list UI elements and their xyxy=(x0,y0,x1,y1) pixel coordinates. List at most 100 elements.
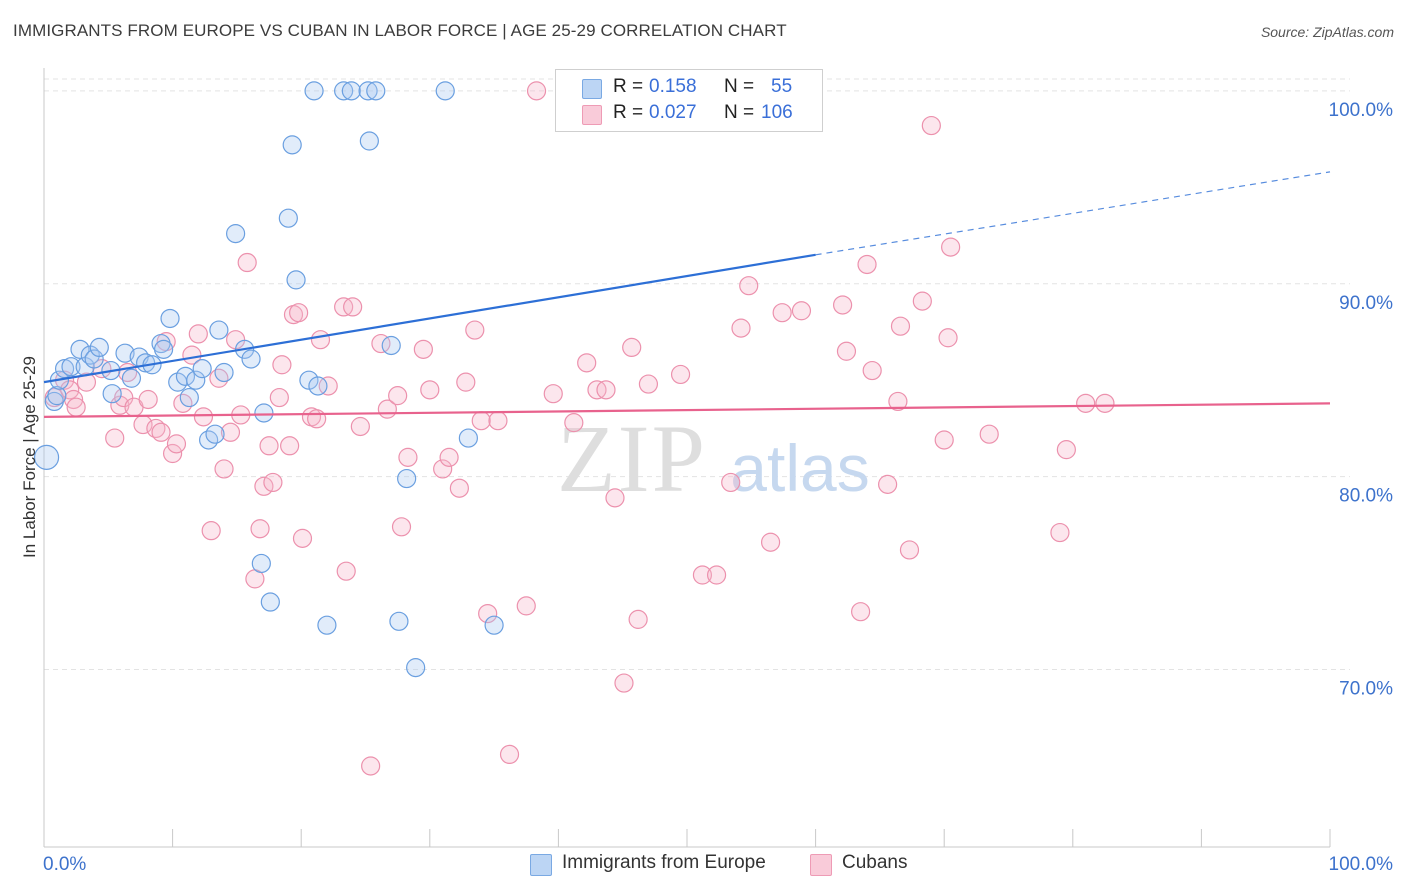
cuban-point xyxy=(878,474,898,494)
cuban-point xyxy=(433,459,453,479)
cuban-point xyxy=(361,756,381,776)
cuban-point xyxy=(182,345,202,365)
cuban-point xyxy=(471,411,491,431)
y-tick-label: 90.0% xyxy=(1339,293,1393,314)
x-tick-label: 100.0% xyxy=(1329,854,1394,875)
cuban-point xyxy=(833,295,853,315)
cuban-point xyxy=(938,328,958,348)
cuban-point xyxy=(201,521,221,541)
cuban-point xyxy=(138,389,158,410)
cuban-point xyxy=(979,424,999,444)
europe-points xyxy=(33,81,504,678)
europe-point xyxy=(389,611,409,631)
europe-point xyxy=(458,428,478,448)
y-tick-label: 100.0% xyxy=(1329,100,1394,121)
axes xyxy=(43,68,1331,848)
cuban-point xyxy=(209,368,229,388)
cuban-point xyxy=(105,428,125,448)
cuban-point xyxy=(439,447,459,467)
cuban-point xyxy=(250,519,270,539)
cuban-point xyxy=(564,413,584,433)
europe-point xyxy=(358,81,378,101)
legend-r-label: R = xyxy=(613,76,644,97)
europe-point xyxy=(406,658,426,678)
legend-r-label: R = xyxy=(613,102,644,123)
cuban-points xyxy=(44,81,1115,776)
cuban-point xyxy=(1050,522,1070,543)
europe-point xyxy=(435,81,455,101)
cuban-point xyxy=(622,337,642,358)
cuban-point xyxy=(941,237,961,257)
cuban-point xyxy=(449,478,469,498)
cuban-point xyxy=(343,297,363,317)
cuban-point xyxy=(398,447,418,467)
cuban-point xyxy=(857,254,877,275)
europe-point xyxy=(89,337,109,358)
legend-row-cuban: R = 0.027 N = 106 xyxy=(556,102,822,126)
legend-r-value: 0.027 xyxy=(649,102,697,123)
legend-row-europe: R = 0.158 N = 55 xyxy=(556,76,822,100)
watermark-atlas: atlas xyxy=(730,431,869,505)
cuban-point xyxy=(628,609,648,629)
cuban-point xyxy=(391,517,412,537)
cuban-point xyxy=(851,602,871,622)
cuban-point xyxy=(888,391,908,412)
europe-point xyxy=(209,320,229,340)
cuban-point xyxy=(66,397,86,417)
europe-point xyxy=(84,349,104,369)
legend-n-value: 55 xyxy=(771,76,793,97)
cuban-point xyxy=(413,339,433,359)
cuban-point xyxy=(263,472,283,493)
cuban-point xyxy=(220,422,241,442)
legend-n-label: N = xyxy=(724,76,755,97)
cuban-point xyxy=(76,372,97,392)
cuban-point xyxy=(731,318,751,338)
europe-point xyxy=(241,349,261,369)
cuban-point xyxy=(237,252,257,273)
cuban-point xyxy=(307,409,327,429)
europe-point xyxy=(102,384,122,404)
cuban-point xyxy=(193,407,214,427)
series-label-cuban: Cubans xyxy=(842,852,908,873)
cuban-point xyxy=(166,434,187,454)
cuban-point xyxy=(289,303,309,323)
europe-point xyxy=(341,81,361,101)
europe-point xyxy=(381,335,401,356)
cuban-point xyxy=(259,436,279,456)
europe-point xyxy=(33,444,60,470)
cuban-point xyxy=(151,422,171,442)
europe-point xyxy=(115,343,135,363)
cuban-point xyxy=(269,387,289,408)
europe-point xyxy=(179,387,199,408)
chart-title: IMMIGRANTS FROM EUROPE VS CUBAN IN LABOR… xyxy=(13,21,787,40)
y-tick-label: 80.0% xyxy=(1339,486,1393,507)
cuban-point xyxy=(516,596,536,616)
series-label-europe: Immigrants from Europe xyxy=(562,852,766,873)
cuban-point xyxy=(577,353,597,373)
cuban-point xyxy=(214,459,234,479)
europe-point xyxy=(260,592,280,612)
cuban-point xyxy=(772,303,792,323)
stats-legend: R = 0.158 N = 55 R = 0.027 N = 106 xyxy=(555,69,823,132)
cuban-point xyxy=(336,561,356,581)
europe-point xyxy=(47,386,67,406)
legend-r-value: 0.158 xyxy=(649,76,697,97)
europe-point xyxy=(304,81,324,101)
cuban-point xyxy=(1056,440,1076,460)
x-tick-label: 0.0% xyxy=(43,854,86,875)
europe-point xyxy=(286,270,306,290)
cuban-point xyxy=(292,528,313,548)
europe-point xyxy=(484,615,504,635)
cuban-point xyxy=(310,330,331,350)
cuban-point xyxy=(890,316,911,336)
cuban-point xyxy=(760,532,781,552)
cuban-point xyxy=(1095,393,1115,413)
legend-swatch-europe xyxy=(582,79,602,99)
cuban-point xyxy=(670,364,691,385)
source-credit: Source: ZipAtlas.com xyxy=(1260,24,1394,40)
europe-point xyxy=(175,366,196,386)
cuban-point xyxy=(912,291,932,311)
europe-point xyxy=(366,81,386,101)
europe-point xyxy=(192,359,212,379)
